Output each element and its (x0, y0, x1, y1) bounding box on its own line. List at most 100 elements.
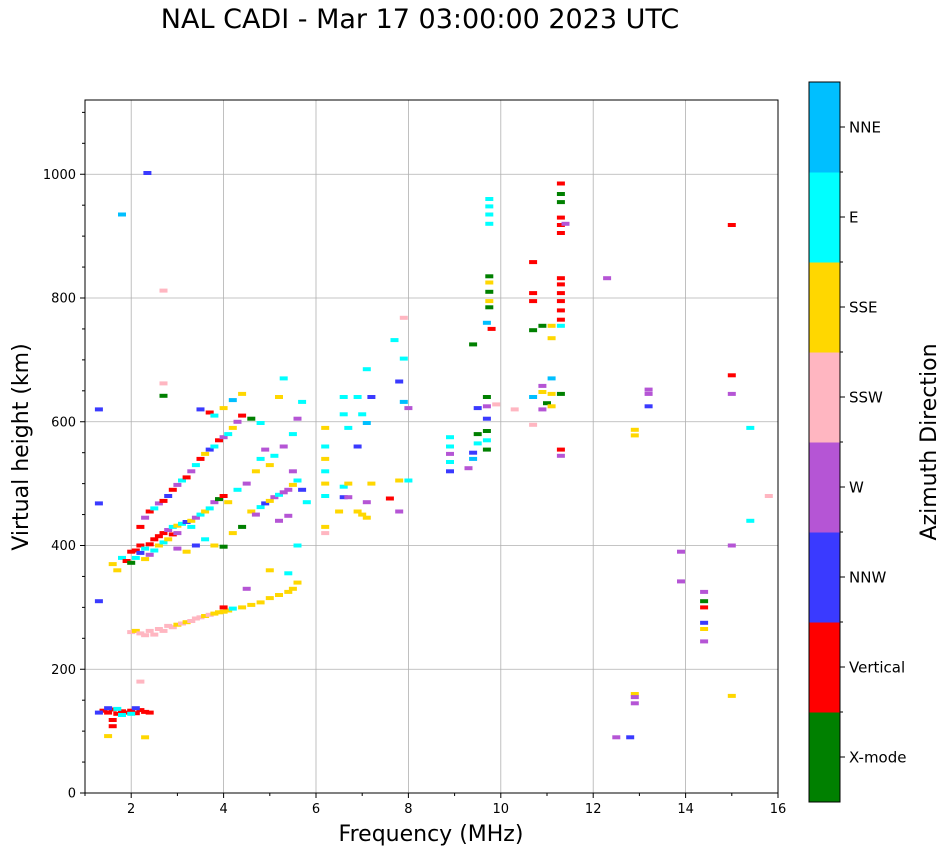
echo-point (247, 509, 256, 514)
echo-point (187, 469, 196, 474)
echo-point (159, 498, 168, 503)
echo-point (127, 711, 136, 716)
echo-point (122, 710, 131, 715)
echo-point (219, 435, 228, 440)
echo-point (404, 478, 413, 483)
echo-point (288, 469, 297, 474)
echo-point (529, 422, 538, 427)
echo-point (141, 557, 150, 562)
echo-point (298, 487, 307, 492)
echo-point (191, 616, 200, 621)
x-tick-label: 4 (219, 802, 227, 817)
grid (85, 100, 779, 794)
echo-point (321, 524, 330, 529)
echo-point (556, 317, 565, 322)
echo-point (118, 212, 126, 217)
echo-point (485, 274, 494, 279)
echo-point (164, 623, 173, 628)
echo-point (196, 512, 205, 517)
echo-point (242, 481, 251, 486)
echo-point (746, 518, 755, 523)
echo-point (136, 708, 145, 713)
echo-point (556, 276, 565, 281)
colorbar-category-label: Vertical (849, 659, 905, 677)
echo-point (395, 509, 404, 514)
echo-point (173, 531, 182, 536)
echo-point (136, 631, 145, 636)
echo-point (205, 506, 214, 511)
echo-point (164, 494, 173, 498)
echo-point (644, 391, 653, 396)
echo-point (404, 406, 413, 411)
echo-point (242, 586, 251, 591)
echo-point (279, 376, 288, 381)
echo-point (210, 543, 219, 548)
echo-point (136, 550, 145, 555)
echo-point (321, 481, 330, 486)
echo-point (339, 495, 348, 500)
echo-point (473, 432, 482, 437)
echo-point (265, 568, 274, 573)
echo-point (556, 223, 565, 227)
echo-point (561, 221, 570, 226)
echo-point (446, 444, 454, 449)
echo-point (256, 505, 265, 510)
echo-point (302, 500, 311, 505)
y-axis-label: Virtual height (km) (9, 343, 34, 550)
echo-point (270, 453, 279, 458)
echo-point (529, 299, 538, 304)
echo-point (210, 500, 219, 505)
x-tick-label: 14 (677, 802, 694, 817)
y-tick-label: 200 (51, 663, 76, 678)
colorbar-segment (809, 712, 840, 803)
echo-point (210, 413, 219, 418)
echo-point (256, 421, 265, 425)
echo-point (279, 490, 288, 495)
y-tick-label: 600 (51, 415, 76, 430)
echo-point (275, 518, 283, 523)
echo-point (173, 482, 182, 487)
echo-point (321, 531, 330, 536)
echo-point (136, 679, 145, 684)
echo-point (164, 537, 173, 542)
echo-point (727, 543, 736, 548)
echo-point (104, 710, 113, 715)
echo-point (339, 484, 348, 489)
colorbar-segment (809, 172, 840, 263)
x-tick-label: 2 (127, 802, 135, 817)
chart-title: NAL CADI - Mar 17 03:00:00 2023 UTC (160, 4, 680, 35)
echo-point (143, 171, 152, 175)
echo-point (159, 393, 168, 398)
y-axis: 0 200 400 600 800 1000 (43, 111, 85, 802)
echo-point (219, 609, 228, 614)
echo-point (228, 425, 237, 430)
echo-point (275, 593, 283, 597)
colorbar-category-label: W (849, 479, 864, 497)
echo-point (178, 478, 186, 483)
echo-point (385, 496, 394, 501)
echo-point (108, 718, 117, 722)
echo-point (279, 444, 288, 449)
echo-point (510, 407, 519, 412)
echo-point (108, 707, 117, 712)
echo-point (182, 520, 191, 524)
echo-point (191, 463, 200, 468)
echo-point (464, 466, 473, 471)
echo-point (700, 605, 709, 610)
echo-point (94, 407, 103, 412)
echo-point (529, 395, 538, 399)
echo-point (256, 600, 265, 605)
echo-point (159, 540, 168, 545)
echo-point (196, 407, 205, 412)
echo-point (492, 402, 501, 407)
echo-point (154, 534, 163, 539)
echo-point (764, 494, 773, 498)
echo-point (321, 456, 330, 461)
echo-point (205, 410, 214, 415)
y-tick-label: 400 (51, 539, 76, 554)
echo-point (251, 469, 260, 474)
colorbar-category-label: SSE (849, 299, 878, 317)
echo-point (196, 615, 205, 620)
echo-point (700, 589, 709, 594)
echo-point (482, 320, 491, 325)
